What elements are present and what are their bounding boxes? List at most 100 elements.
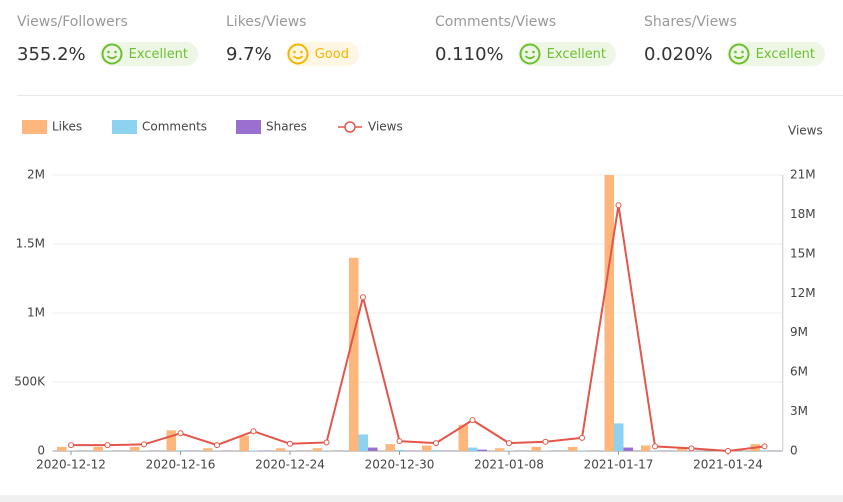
status-text: Excellent bbox=[755, 46, 816, 62]
point bbox=[469, 417, 476, 424]
bar bbox=[623, 447, 633, 451]
point bbox=[396, 438, 403, 445]
y2-tick-label: 12M bbox=[790, 286, 816, 300]
legend-swatch bbox=[236, 120, 261, 134]
smiley-icon bbox=[519, 43, 541, 65]
legend-label: Comments bbox=[142, 120, 207, 134]
point bbox=[323, 439, 330, 446]
metric-status: Excellent bbox=[726, 42, 826, 66]
bar bbox=[677, 448, 687, 451]
point bbox=[214, 442, 220, 449]
metric-value: 0.110% bbox=[435, 43, 504, 65]
legend-swatch bbox=[22, 120, 47, 134]
bar bbox=[614, 423, 624, 451]
metric-card: Likes/Views 9.7% Good bbox=[226, 14, 426, 66]
metric-label: Views/Followers bbox=[17, 14, 128, 30]
bar bbox=[641, 445, 651, 451]
y2-tick-label: 15M bbox=[790, 246, 816, 260]
smiley-icon bbox=[287, 43, 309, 65]
point bbox=[287, 440, 293, 447]
point bbox=[542, 438, 549, 445]
metric-status: Excellent bbox=[99, 42, 199, 66]
point bbox=[688, 445, 695, 452]
bar bbox=[312, 448, 322, 451]
bar bbox=[531, 446, 541, 451]
chart: Views 0 500K 1M 1.5M 2M 0 3M 6M 9M 12M 15M 18M 21M 20… bbox=[14, 120, 823, 472]
bar bbox=[249, 450, 259, 451]
bar bbox=[166, 430, 176, 451]
line bbox=[71, 205, 765, 453]
bar bbox=[385, 444, 395, 451]
bar bbox=[176, 450, 186, 451]
y2-tick-label: 6M bbox=[790, 365, 808, 379]
y-tick-label: 2M bbox=[27, 168, 45, 182]
metric-value: 0.020% bbox=[644, 43, 713, 65]
bar bbox=[568, 446, 578, 451]
bar bbox=[93, 446, 103, 451]
legend-swatch bbox=[112, 120, 137, 134]
bar bbox=[358, 434, 368, 451]
x-tick-label: 2020-12-30 bbox=[365, 458, 435, 472]
point bbox=[250, 428, 257, 435]
bar bbox=[650, 450, 660, 451]
x-tick-label: 2020-12-24 bbox=[255, 458, 325, 472]
y-tick-label: 500K bbox=[14, 375, 46, 389]
status-text: Excellent bbox=[546, 46, 607, 62]
y-tick-label: 1M bbox=[27, 306, 45, 320]
point bbox=[433, 440, 439, 447]
metric-status: Good bbox=[285, 42, 359, 66]
point bbox=[652, 443, 658, 450]
x-tick-label: 2020-12-16 bbox=[146, 458, 216, 472]
metric-label: Shares/Views bbox=[644, 14, 737, 30]
point bbox=[141, 441, 147, 448]
bar bbox=[468, 447, 478, 451]
bar bbox=[760, 450, 770, 451]
bar bbox=[130, 446, 140, 451]
metric-status: Excellent bbox=[517, 42, 617, 66]
point bbox=[68, 442, 74, 449]
x-tick-label: 2021-01-24 bbox=[693, 458, 763, 472]
x-tick-label: 2021-01-08 bbox=[474, 458, 544, 472]
point bbox=[506, 440, 512, 447]
point bbox=[579, 434, 585, 441]
bar bbox=[477, 449, 487, 451]
bar bbox=[276, 448, 286, 451]
y2-tick-label: 18M bbox=[790, 207, 816, 221]
bar bbox=[604, 175, 614, 451]
y2-tick-label: 21M bbox=[790, 168, 816, 182]
metric-label: Comments/Views bbox=[435, 14, 557, 30]
bar bbox=[368, 447, 378, 451]
point bbox=[725, 448, 731, 454]
metric-card: Views/Followers 355.2% Excellent bbox=[17, 14, 217, 66]
bar bbox=[495, 448, 505, 451]
bar bbox=[395, 449, 405, 451]
legend-label: Likes bbox=[52, 120, 82, 134]
y2-tick-label: 9M bbox=[790, 325, 808, 339]
point bbox=[615, 202, 622, 209]
metric-label: Likes/Views bbox=[226, 14, 307, 30]
bar bbox=[422, 445, 432, 451]
metric-value: 9.7% bbox=[226, 43, 272, 65]
y2-tick-label: 3M bbox=[790, 404, 808, 418]
point bbox=[177, 430, 184, 437]
smiley-icon bbox=[728, 43, 750, 65]
status-text: Good bbox=[314, 46, 349, 62]
smiley-icon bbox=[101, 43, 123, 65]
bar bbox=[431, 450, 441, 451]
bar bbox=[239, 435, 249, 451]
bar bbox=[349, 257, 359, 451]
separator bbox=[17, 95, 843, 96]
bar bbox=[203, 448, 213, 451]
metric-value: 355.2% bbox=[17, 43, 86, 65]
bar bbox=[57, 446, 67, 451]
metric-card: Comments/Views 0.110% Excellent bbox=[435, 14, 635, 66]
y-tick-label: 1.5M bbox=[16, 237, 45, 251]
bar bbox=[458, 424, 468, 451]
x-tick-label: 2020-12-12 bbox=[36, 458, 106, 472]
legend-label: Shares bbox=[266, 120, 307, 134]
legend-marker bbox=[344, 121, 356, 133]
y2-axis-title: Views bbox=[788, 124, 823, 138]
status-text: Excellent bbox=[128, 46, 189, 62]
point bbox=[360, 294, 366, 301]
